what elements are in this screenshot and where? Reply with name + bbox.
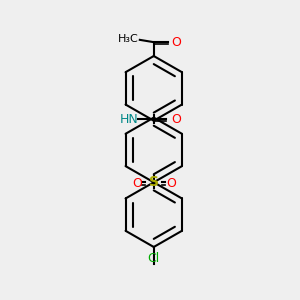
Text: O: O	[132, 177, 142, 190]
Text: H₃C: H₃C	[118, 34, 138, 44]
Text: S: S	[149, 175, 159, 189]
Text: O: O	[171, 36, 181, 50]
Text: HN: HN	[119, 113, 138, 126]
Text: O: O	[171, 113, 181, 126]
Text: Cl: Cl	[148, 253, 160, 266]
Text: O: O	[166, 177, 176, 190]
